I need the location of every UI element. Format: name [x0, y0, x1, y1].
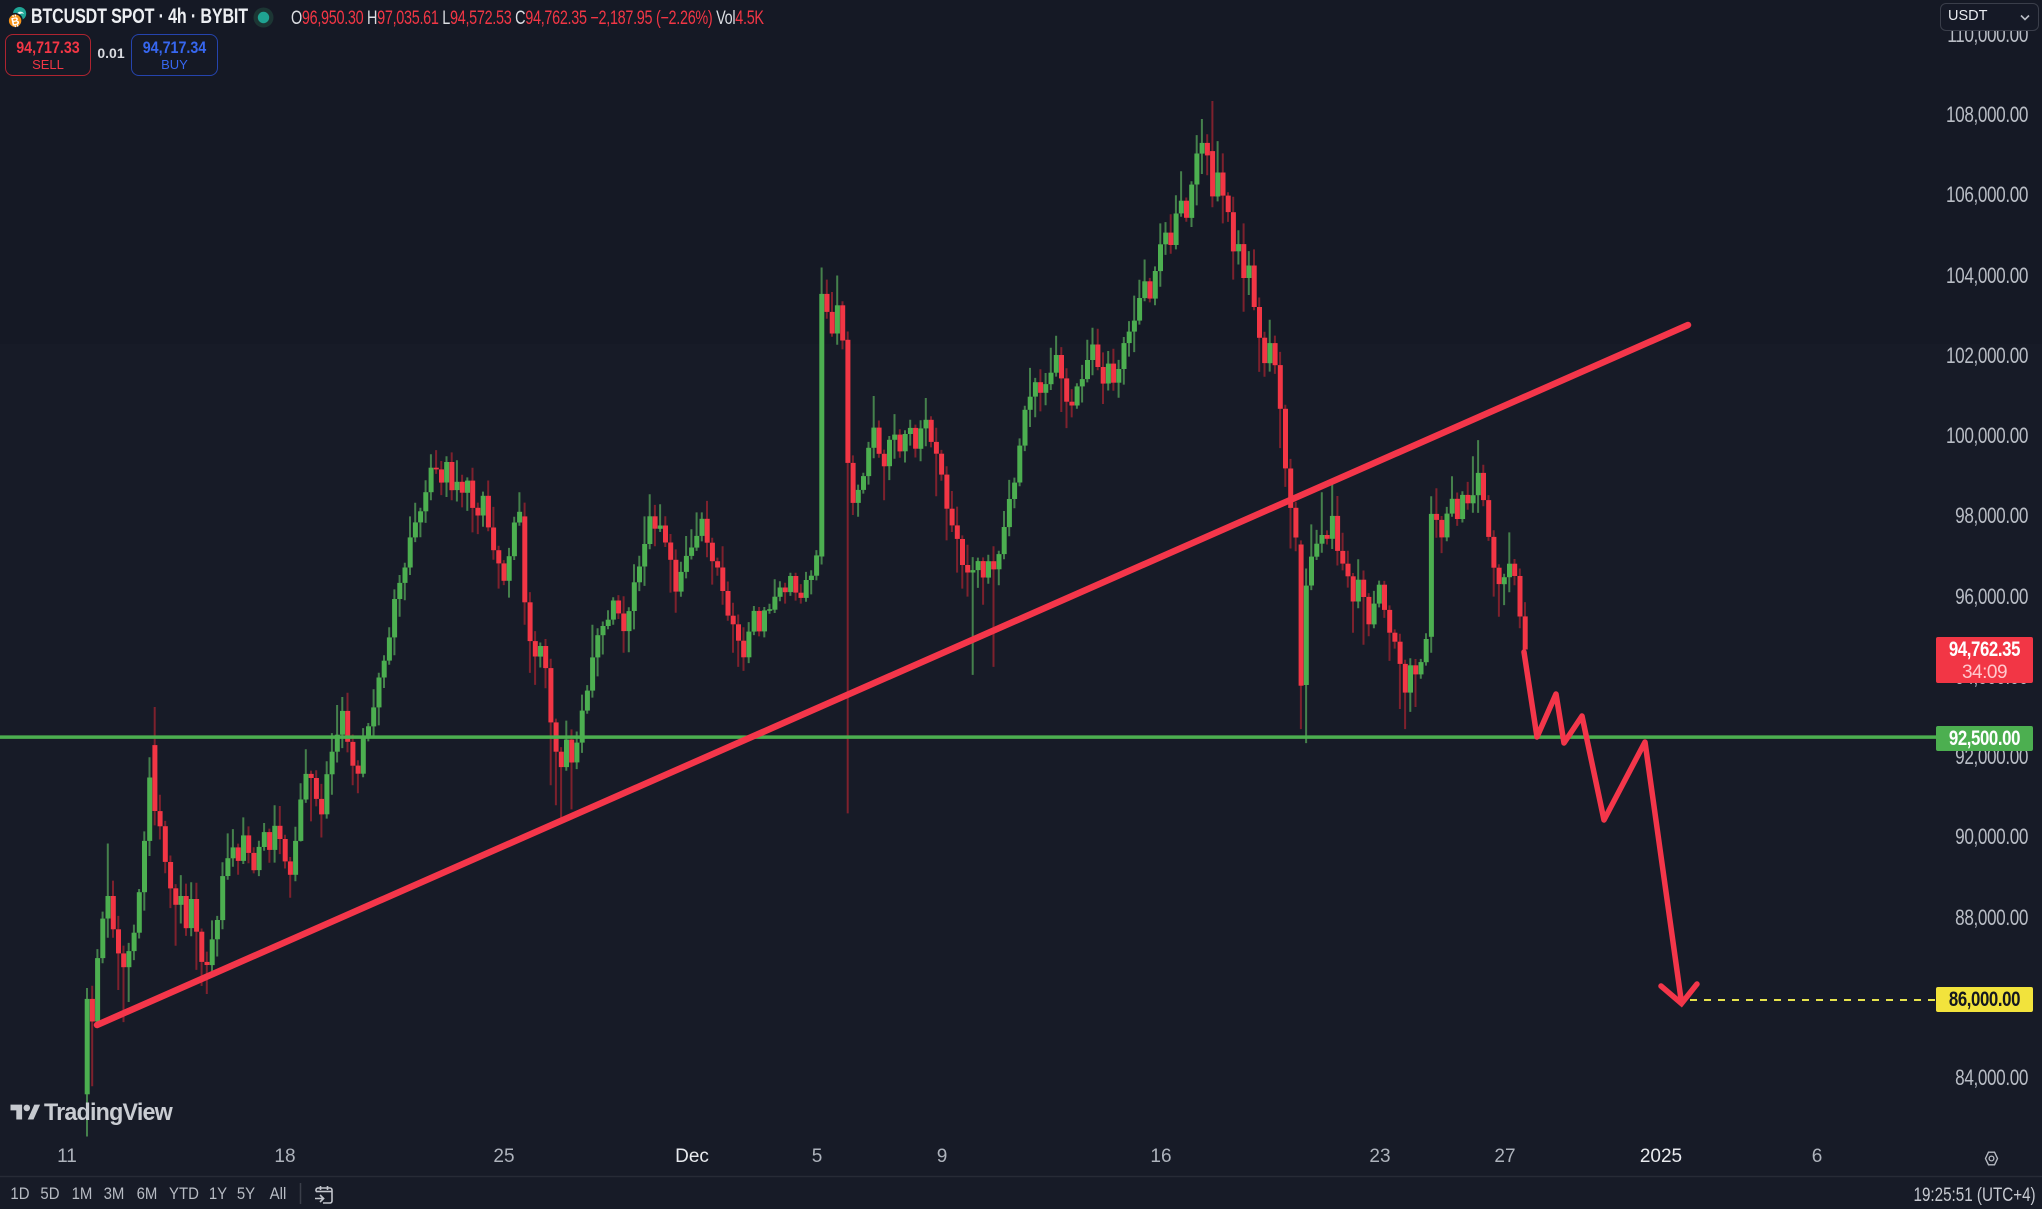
svg-text:TradingView: TradingView	[44, 1100, 173, 1126]
svg-text:B: B	[10, 15, 20, 28]
